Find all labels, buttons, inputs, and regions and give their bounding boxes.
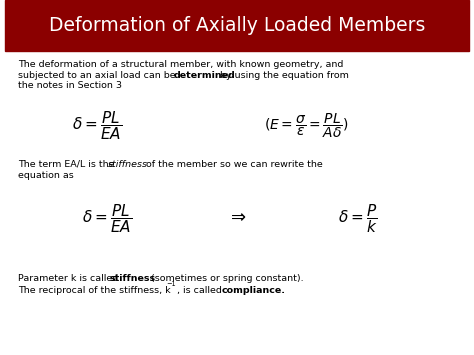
Text: , is called: , is called — [176, 285, 224, 295]
Text: the notes in Section 3: the notes in Section 3 — [18, 81, 122, 91]
Text: equation as: equation as — [18, 170, 74, 180]
Text: $\Rightarrow$: $\Rightarrow$ — [227, 208, 247, 225]
Text: $\delta = \dfrac{PL}{EA}$: $\delta = \dfrac{PL}{EA}$ — [82, 202, 132, 235]
Text: subjected to an axial load can be: subjected to an axial load can be — [18, 71, 179, 80]
Text: −1: −1 — [166, 281, 176, 286]
Text: Deformation of Axially Loaded Members: Deformation of Axially Loaded Members — [49, 16, 425, 36]
Text: by using the equation from: by using the equation from — [217, 71, 348, 80]
Text: The term EA/L is the: The term EA/L is the — [18, 160, 118, 169]
Text: $\delta = \dfrac{P}{k}$: $\delta = \dfrac{P}{k}$ — [338, 202, 378, 235]
Text: $(E = \dfrac{\sigma}{\varepsilon} = \dfrac{PL}{A\delta})$: $(E = \dfrac{\sigma}{\varepsilon} = \dfr… — [264, 112, 349, 140]
Text: The reciprocal of the stiffness, k: The reciprocal of the stiffness, k — [18, 285, 171, 295]
Text: Parameter k is called: Parameter k is called — [18, 274, 122, 283]
Text: $\delta = \dfrac{PL}{EA}$: $\delta = \dfrac{PL}{EA}$ — [73, 110, 123, 142]
FancyBboxPatch shape — [5, 0, 469, 51]
Text: stiffness: stiffness — [108, 160, 148, 169]
Text: determined: determined — [173, 71, 235, 80]
Text: of the member so we can rewrite the: of the member so we can rewrite the — [143, 160, 323, 169]
Text: The deformation of a structural member, with known geometry, and: The deformation of a structural member, … — [18, 60, 344, 69]
Text: compliance.: compliance. — [222, 285, 286, 295]
Text: stiffness: stiffness — [109, 274, 156, 283]
Text: (sometimes or spring constant).: (sometimes or spring constant). — [148, 274, 303, 283]
